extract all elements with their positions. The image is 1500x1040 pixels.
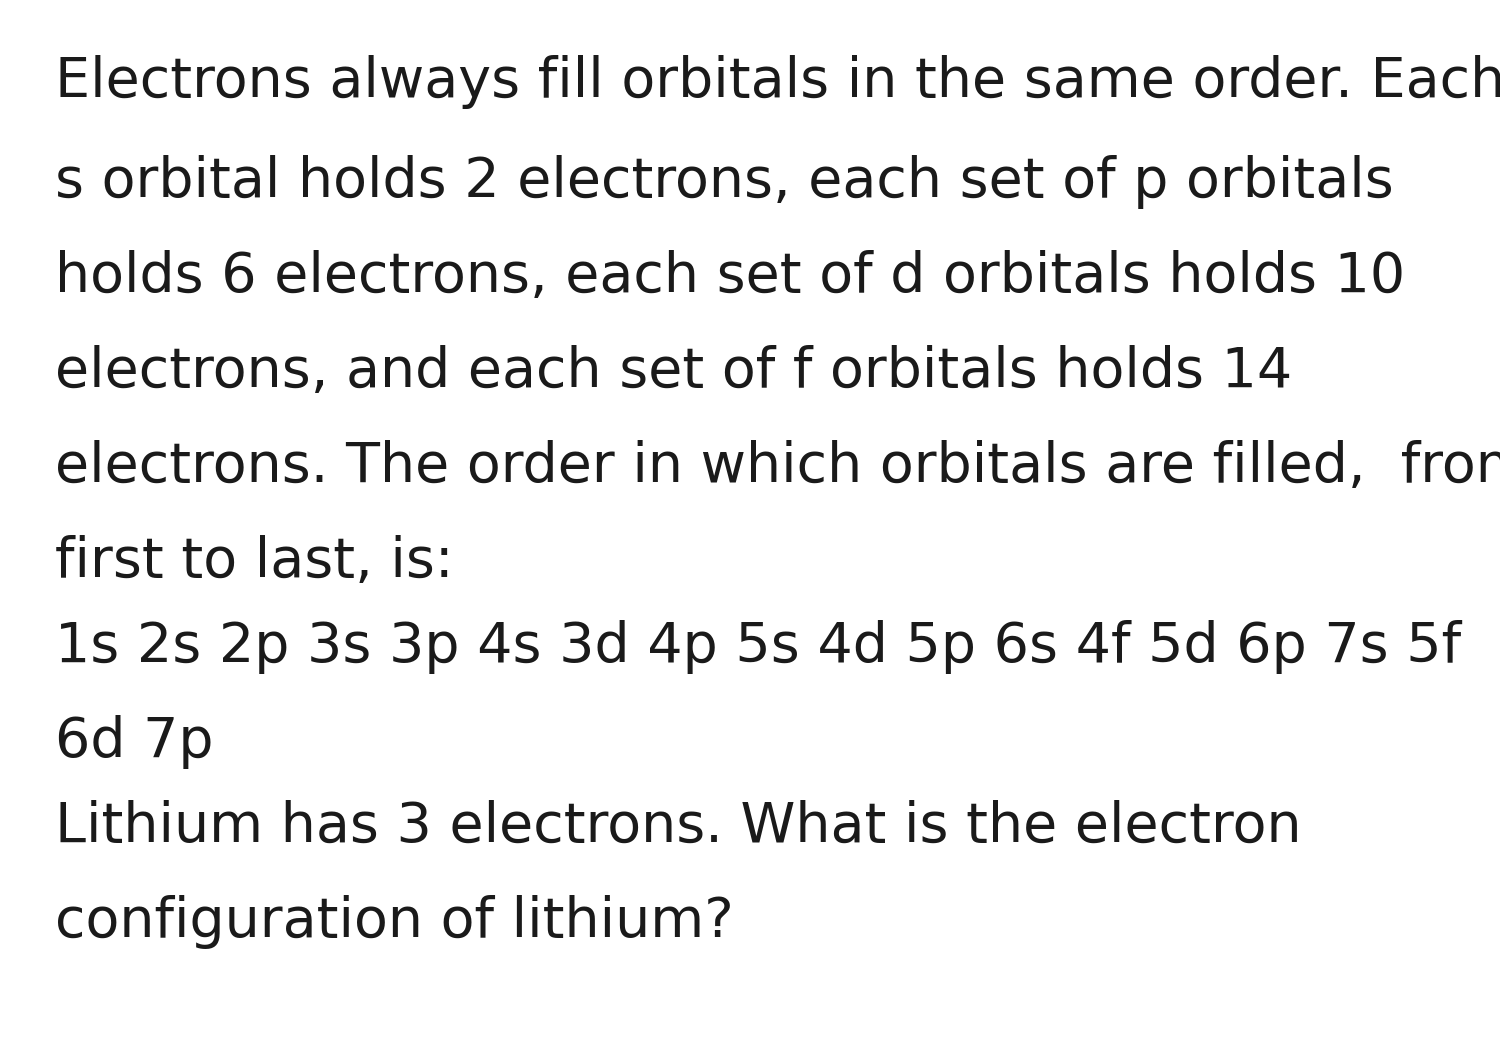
Text: electrons. The order in which orbitals are filled,  from: electrons. The order in which orbitals a…: [56, 440, 1500, 494]
Text: holds 6 electrons, each set of d orbitals holds 10: holds 6 electrons, each set of d orbital…: [56, 250, 1406, 304]
Text: Electrons always fill orbitals in the same order. Each: Electrons always fill orbitals in the sa…: [56, 55, 1500, 109]
Text: 6d 7p: 6d 7p: [56, 716, 213, 769]
Text: s orbital holds 2 electrons, each set of p orbitals: s orbital holds 2 electrons, each set of…: [56, 155, 1394, 209]
Text: 1s 2s 2p 3s 3p 4s 3d 4p 5s 4d 5p 6s 4f 5d 6p 7s 5f: 1s 2s 2p 3s 3p 4s 3d 4p 5s 4d 5p 6s 4f 5…: [56, 620, 1461, 674]
Text: Lithium has 3 electrons. What is the electron: Lithium has 3 electrons. What is the ele…: [56, 800, 1302, 854]
Text: configuration of lithium?: configuration of lithium?: [56, 895, 734, 948]
Text: electrons, and each set of f orbitals holds 14: electrons, and each set of f orbitals ho…: [56, 345, 1292, 399]
Text: first to last, is:: first to last, is:: [56, 535, 453, 589]
